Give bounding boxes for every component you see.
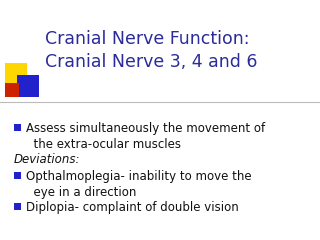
- Text: Cranial Nerve Function:
Cranial Nerve 3, 4 and 6: Cranial Nerve Function: Cranial Nerve 3,…: [45, 30, 258, 71]
- Text: Deviations:: Deviations:: [14, 153, 81, 166]
- Bar: [14, 124, 21, 131]
- Text: Opthalmoplegia- inability to move the
  eye in a direction: Opthalmoplegia- inability to move the ey…: [26, 170, 252, 199]
- Bar: [14, 172, 21, 179]
- Bar: [14, 203, 21, 210]
- Bar: [5, 83, 19, 97]
- Bar: [5, 63, 27, 85]
- Text: Diplopia- complaint of double vision: Diplopia- complaint of double vision: [26, 201, 239, 214]
- Bar: [17, 75, 39, 97]
- Text: Assess simultaneously the movement of
  the extra-ocular muscles: Assess simultaneously the movement of th…: [26, 122, 265, 151]
